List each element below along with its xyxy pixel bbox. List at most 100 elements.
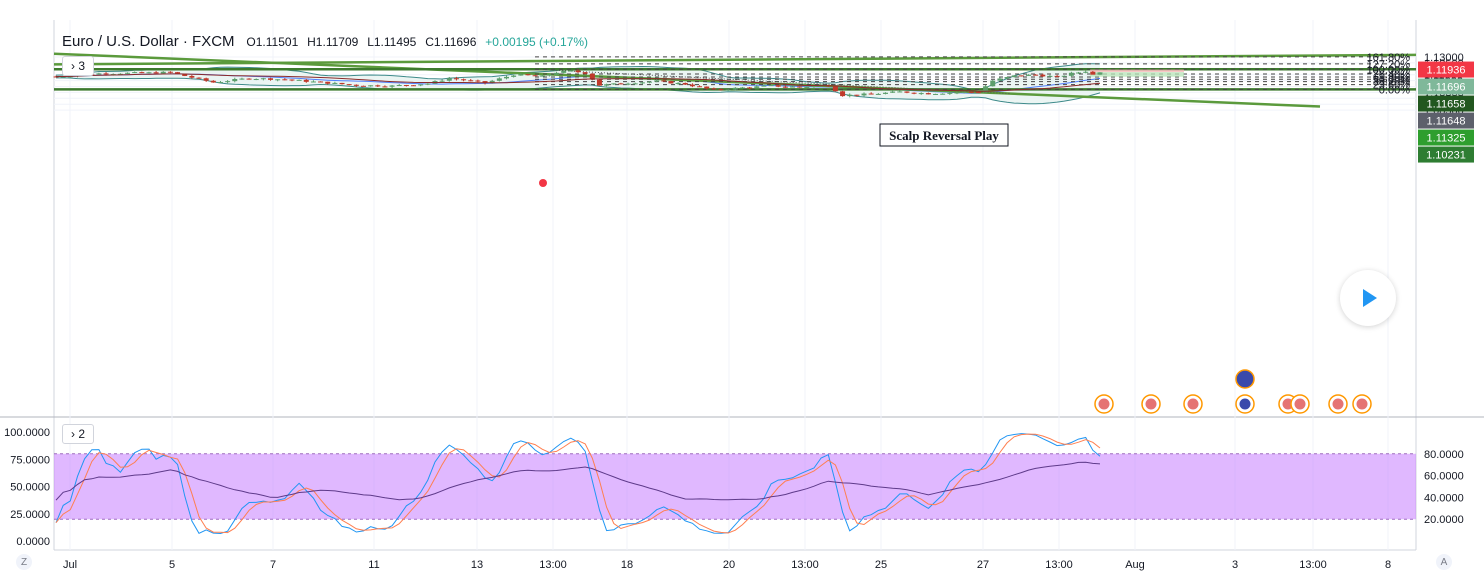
- x-tick-label: 7: [270, 559, 276, 571]
- fib-label: 161.80%: [1367, 52, 1411, 64]
- candle: [446, 78, 452, 81]
- candle: [289, 79, 295, 81]
- candle: [561, 70, 567, 73]
- x-tick-label: 13:00: [1045, 559, 1073, 571]
- x-tick-label: 27: [977, 559, 989, 571]
- candle: [654, 80, 660, 82]
- candle: [747, 87, 753, 89]
- candle: [1061, 75, 1067, 77]
- candle: [997, 78, 1003, 81]
- candle: [253, 79, 259, 81]
- osc-right-tick: 80.0000: [1424, 449, 1464, 461]
- play-button[interactable]: [1340, 270, 1396, 326]
- event-flag-inner: [1239, 398, 1251, 410]
- candle: [618, 83, 624, 85]
- x-tick-label: 13:00: [1299, 559, 1327, 571]
- annotation-label: Scalp Reversal Play: [889, 128, 999, 143]
- candle: [325, 81, 331, 84]
- candle: [704, 86, 710, 89]
- candle: [1004, 77, 1010, 79]
- candle: [225, 81, 231, 83]
- candle: [368, 85, 374, 87]
- symbol-name[interactable]: Euro / U.S. Dollar · FXCM: [62, 33, 235, 50]
- oscillator-legend-toggle[interactable]: › 2: [62, 424, 95, 444]
- osc-right-tick: 40.0000: [1424, 492, 1464, 504]
- ohlc-close: C1.11696: [425, 35, 477, 49]
- candle: [160, 71, 166, 74]
- candle: [554, 72, 560, 75]
- candle: [775, 85, 781, 87]
- price-label: 1.11658: [1427, 99, 1466, 111]
- slow-line: [55, 461, 1101, 501]
- candle: [933, 93, 939, 95]
- candle: [575, 70, 581, 73]
- x-tick-label: 13:00: [791, 559, 819, 571]
- price-label-box: [1418, 112, 1474, 129]
- candle: [589, 73, 595, 80]
- x-tick-label: Aug: [1125, 559, 1145, 571]
- candle: [375, 85, 381, 87]
- candle: [625, 83, 631, 85]
- candle: [1090, 71, 1096, 75]
- candle: [897, 91, 903, 93]
- osc-left-tick: 50.0000: [10, 482, 50, 494]
- ohlc-high: H1.11709: [307, 35, 359, 49]
- candle: [496, 78, 502, 81]
- stochastic-k-line: [55, 433, 1101, 535]
- candle: [396, 85, 402, 87]
- candle: [203, 78, 209, 81]
- candle: [232, 79, 238, 82]
- candle: [468, 80, 474, 82]
- x-tick-label: 18: [621, 559, 633, 571]
- candle: [275, 79, 281, 81]
- candle: [1018, 75, 1024, 77]
- economic-events: [1094, 369, 1372, 414]
- candle: [832, 86, 838, 92]
- candle: [346, 84, 352, 86]
- candle: [1047, 75, 1053, 77]
- candle: [596, 79, 602, 86]
- price-label: 1.10231: [1426, 150, 1466, 162]
- candle: [1033, 74, 1039, 76]
- signal-dot: [539, 179, 547, 187]
- candle: [403, 85, 409, 87]
- price-label: 1.11696: [1427, 82, 1466, 94]
- y-tick-label: 1.13000: [1424, 52, 1464, 64]
- candle: [689, 84, 695, 87]
- candle: [310, 81, 316, 83]
- candle: [847, 94, 853, 97]
- fib-label: 61.80%: [1373, 72, 1411, 84]
- candle: [918, 93, 924, 95]
- price-label: 1.11648: [1427, 116, 1466, 128]
- candle: [718, 89, 724, 91]
- price-labels: 1.11936 1.11696 1.11658 1.11648 1.11325 1.102…: [1418, 61, 1474, 163]
- fib-label: 0.00%: [1379, 84, 1410, 96]
- candle: [239, 78, 245, 80]
- oscillator-pane: [54, 433, 1416, 535]
- candle: [475, 80, 481, 82]
- main-legend-toggle[interactable]: › 3: [62, 56, 95, 76]
- x-tick-label: Jul: [63, 559, 77, 571]
- ohlc-low: L1.11495: [367, 35, 417, 49]
- candle: [682, 82, 688, 85]
- candle: [518, 74, 524, 76]
- auto-scale-button[interactable]: A: [1436, 554, 1452, 570]
- fib-label: 38.20%: [1373, 77, 1411, 89]
- candle: [1040, 74, 1046, 77]
- play-icon: [1363, 289, 1377, 307]
- fib-label: 76.40%: [1373, 69, 1411, 81]
- price-label: 1.11936: [1427, 65, 1466, 77]
- candle: [382, 86, 388, 88]
- oscillator-band: [54, 453, 1416, 520]
- candle: [1025, 74, 1031, 76]
- scale-mode-button[interactable]: Z: [16, 554, 32, 570]
- candle: [782, 86, 788, 88]
- candle: [925, 93, 931, 95]
- candle: [282, 79, 288, 81]
- candle: [489, 80, 495, 84]
- candle: [1083, 71, 1089, 73]
- candle: [675, 82, 681, 84]
- candle: [961, 91, 967, 93]
- candle: [639, 82, 645, 84]
